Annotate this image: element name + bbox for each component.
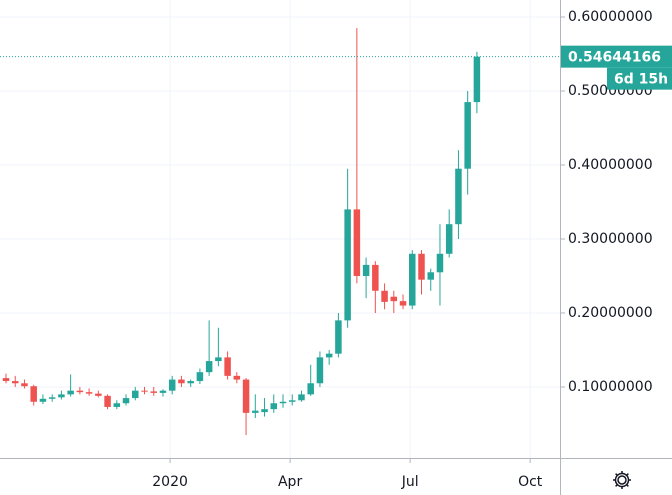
candle-body [390, 296, 398, 302]
candle-body [132, 390, 139, 399]
candle-body [473, 56, 481, 103]
candle-body [159, 390, 167, 393]
last-price-box [561, 45, 672, 68]
candle-body [242, 379, 250, 413]
candle-body [21, 383, 28, 387]
candle-body [122, 398, 130, 404]
candle-body [48, 397, 56, 399]
candle-body [409, 253, 416, 306]
candle-body [325, 353, 333, 358]
candle-body [418, 253, 425, 280]
candle-body [30, 386, 37, 402]
candle-body [362, 264, 370, 276]
candle-body [252, 410, 259, 413]
candle-body [335, 320, 342, 354]
y-tick-label: 0.10000000 [568, 379, 653, 395]
candle-body [2, 378, 10, 382]
candle-body [279, 401, 287, 404]
candle-body [353, 209, 361, 276]
y-tick-label: 0.20000000 [568, 305, 653, 321]
candle-body [215, 357, 222, 362]
x-tick-label: Apr [278, 474, 302, 490]
candle-body [427, 272, 434, 280]
candle-body [381, 290, 388, 302]
candle-body [372, 264, 379, 291]
countdown-box [607, 67, 672, 90]
candle-body [196, 372, 204, 382]
candle-body [455, 168, 462, 225]
candle-body [104, 395, 111, 407]
candle-body [288, 400, 296, 402]
candle-body [316, 357, 324, 384]
candle-body [150, 391, 157, 393]
candle-body [187, 381, 194, 384]
last-price-label: 0.54644166 [568, 50, 661, 66]
y-tick-label: 0.60000000 [568, 9, 653, 25]
y-tick-label: 0.40000000 [568, 157, 653, 173]
x-tick-label: Jul [401, 474, 419, 490]
candle-body [205, 361, 213, 373]
candle-body [445, 224, 453, 254]
candle-body [261, 409, 268, 413]
candle-body [436, 253, 444, 273]
candle-body [298, 394, 305, 401]
settings-icon[interactable] [613, 471, 631, 489]
candle-body [113, 403, 121, 407]
countdown-label: 6d 15h [614, 72, 668, 88]
candle-body [76, 390, 84, 393]
candle-body [11, 381, 19, 384]
candle-body [178, 379, 185, 384]
candle-body [270, 403, 278, 410]
candle-body [141, 390, 148, 392]
candle-body [67, 390, 74, 395]
candle-body [224, 357, 231, 376]
candle-body [344, 209, 351, 321]
candle-body [399, 301, 407, 306]
y-tick-label: 0.30000000 [568, 231, 653, 247]
candle-body [307, 383, 314, 395]
x-tick-label: 2020 [152, 474, 188, 490]
candle-body [464, 102, 471, 169]
candle-body [233, 375, 241, 380]
x-tick-label: Oct [518, 474, 543, 490]
candle-body [168, 379, 176, 391]
candle-body [85, 392, 93, 394]
candle-body [95, 393, 102, 396]
candle-body [58, 394, 65, 398]
candle-body [39, 398, 47, 402]
